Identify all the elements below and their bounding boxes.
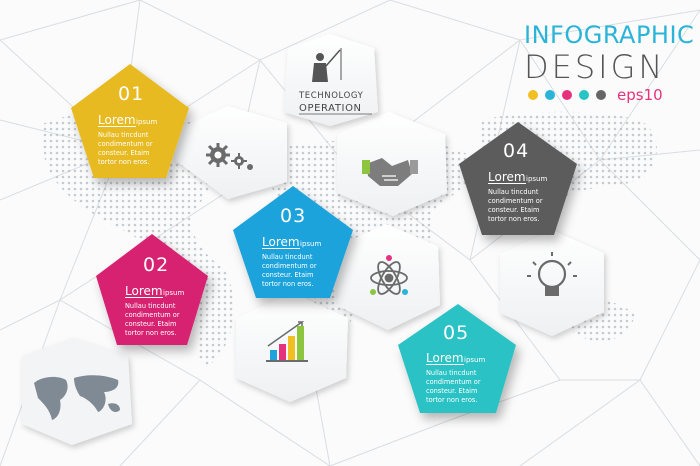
body-line: Nullau tincdunt: [262, 253, 313, 261]
world-map-icon: [34, 375, 120, 420]
step-01: 01 Lorem ipsum Nullau tincdunt condiment…: [98, 83, 157, 166]
step-04-pentagon: [459, 122, 577, 235]
step-title: Lorem: [125, 284, 163, 298]
step-title: Lorem: [262, 235, 300, 249]
tile-handshake: [337, 112, 447, 216]
body-line: condimentum or: [125, 311, 180, 319]
heading: INFOGRAPHIC DESIGN eps10: [524, 21, 694, 104]
title-underline: [426, 364, 464, 365]
palette-dot: [579, 90, 589, 100]
tile-world: [22, 338, 132, 445]
tile-technology: [284, 34, 378, 126]
body-line: consteur. Etaim: [98, 149, 149, 157]
body-line: tortor non eros.: [125, 329, 176, 337]
step-subtitle: ipsum: [464, 356, 485, 364]
gears-icon: [206, 143, 253, 170]
title-underline: [262, 248, 300, 249]
step-title: Lorem: [488, 170, 526, 184]
step-subtitle: ipsum: [300, 240, 321, 248]
body-line: Nullau tincdunt: [426, 369, 477, 377]
palette-dot: [545, 90, 555, 100]
step-02-pentagon: [96, 234, 208, 345]
title-underline: [125, 297, 163, 298]
step-02: 02 Lorem ipsum Nullau tincdunt condiment…: [125, 254, 184, 337]
body-line: condimentum or: [488, 197, 543, 205]
tile-lightbulb: [500, 230, 604, 336]
body-line: consteur. Etaim: [125, 320, 176, 328]
step-04: 04 Lorem ipsum Nullau tincdunt condiment…: [488, 140, 547, 223]
step-title: Lorem: [98, 113, 136, 127]
step-number: 04: [503, 140, 529, 162]
tile-gears: [175, 106, 287, 199]
body-line: consteur. Etaim: [262, 271, 313, 279]
title-underline: [488, 183, 526, 184]
bar-chart-icon: [266, 321, 308, 362]
body-line: condimentum or: [98, 140, 153, 148]
step-01-pentagon: [71, 64, 189, 178]
heading-line2: DESIGN: [524, 48, 665, 86]
palette-dot: [528, 90, 538, 100]
step-number: 05: [443, 322, 469, 344]
body-line: condimentum or: [262, 262, 317, 270]
white-tiles: [22, 34, 604, 445]
lightbulb-icon: [527, 252, 577, 296]
body-line: consteur. Etaim: [488, 206, 539, 214]
body-line: condimentum or: [426, 378, 481, 386]
step-title: Lorem: [426, 351, 464, 365]
step-05: 05 Lorem ipsum Nullau tincdunt condiment…: [426, 322, 485, 404]
step-subtitle: ipsum: [163, 289, 184, 297]
operation-label: OPERATION: [299, 103, 362, 114]
step-number: 02: [143, 254, 169, 276]
body-line: Nullau tincdunt: [98, 131, 149, 139]
step-subtitle: ipsum: [136, 118, 157, 126]
step-number: 03: [280, 205, 306, 227]
palette-dot: [562, 90, 572, 100]
step-03-pentagon: [233, 186, 353, 298]
version-label: eps10: [617, 86, 663, 104]
step-subtitle: ipsum: [526, 175, 547, 183]
colored-pentagons: [71, 64, 577, 413]
step-number: 01: [118, 83, 144, 105]
body-line: tortor non eros.: [426, 396, 477, 404]
handshake-icon: [362, 158, 418, 186]
step-03: 03 Lorem ipsum Nullau tincdunt condiment…: [262, 205, 321, 288]
title-underline: [98, 126, 136, 127]
palette-dot: [596, 90, 606, 100]
body-line: tortor non eros.: [262, 280, 313, 288]
atom-people-icon: [370, 255, 408, 295]
body-line: Nullau tincdunt: [125, 302, 176, 310]
body-line: Nullau tincdunt: [488, 188, 539, 196]
body-line: consteur. Etaim: [426, 387, 477, 395]
palette-dots: [528, 90, 606, 100]
step-05-pentagon: [398, 304, 516, 413]
body-line: tortor non eros.: [98, 158, 149, 166]
heading-line1: INFOGRAPHIC: [524, 21, 694, 49]
presenter-icon: [312, 48, 342, 82]
body-line: tortor non eros.: [488, 215, 539, 223]
technology-label: TECHNOLOGY: [298, 91, 364, 101]
